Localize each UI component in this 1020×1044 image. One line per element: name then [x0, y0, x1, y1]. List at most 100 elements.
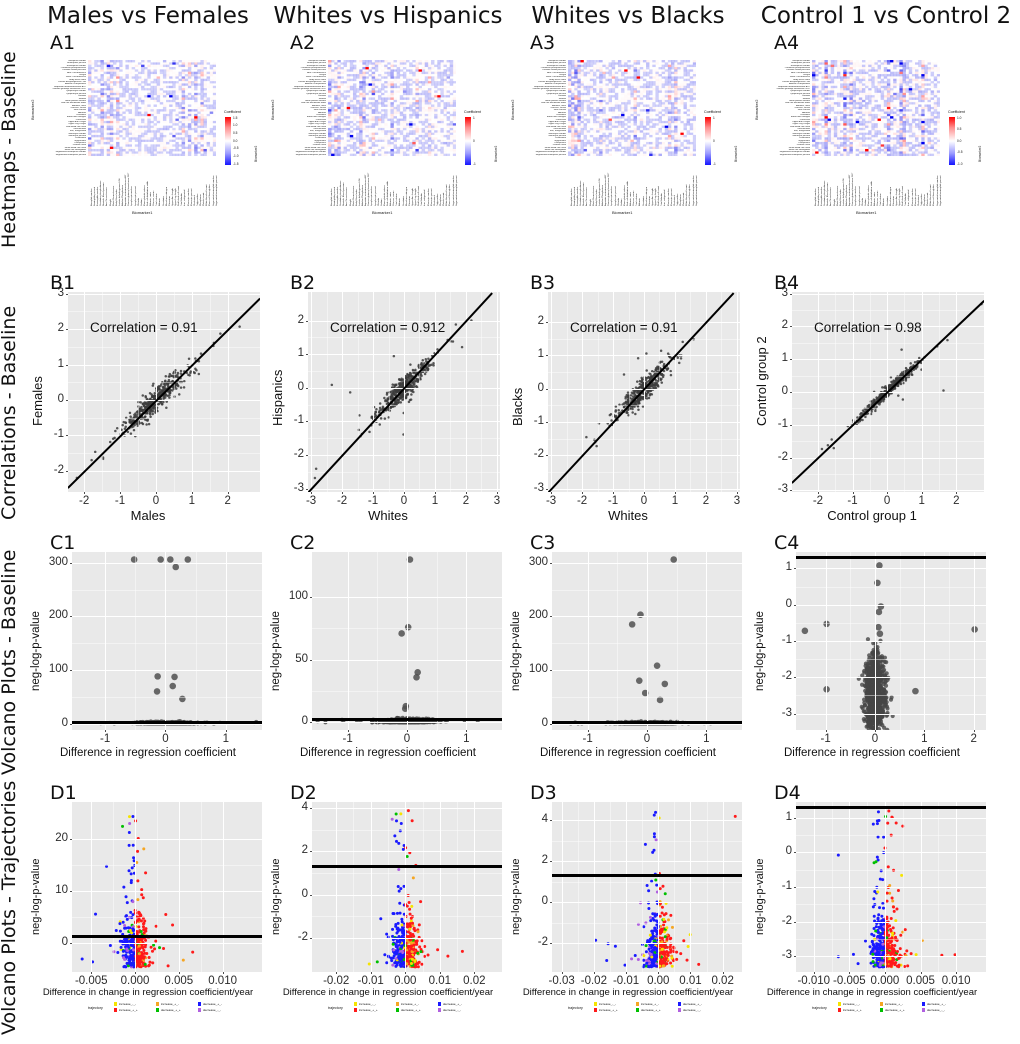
gridline-x [311, 292, 313, 492]
heatmap-xlabel: Glucose, serum [393, 191, 396, 207]
heatmap-xlabel: Blood urea nitrogen [165, 187, 168, 207]
heatmap-xlabel: Sodium [864, 198, 867, 207]
yaxis-title-b2: Hispanics [270, 369, 285, 426]
heatmap-xlabel: Albumin, urine [390, 192, 393, 207]
ytick-label: -2 [53, 463, 64, 476]
panel-tag-b2: B2 [290, 272, 316, 294]
gridline-x [582, 292, 584, 492]
heatmap-xlabel: Monocyte percent [670, 188, 673, 207]
heatmap-ylabel: Neutrophils percent [791, 62, 810, 65]
xtick-mark [658, 972, 660, 974]
trajectory-legend-swatch [636, 1008, 640, 1012]
trajectory-legend-swatch [594, 1008, 598, 1012]
heatmap-ylabel: Lymphocyte number [66, 90, 86, 93]
gridline-y [796, 817, 986, 819]
heatmap-ylabel: Creatinine phosphokinase [300, 67, 326, 70]
ytick-mark [790, 293, 792, 295]
panel-tag-c2: C2 [290, 532, 316, 554]
ytick-mark [794, 713, 796, 715]
heatmap-ylabel: Cholesterol [314, 137, 326, 140]
heatmap-ylabel: Mean cell hemoglobin [788, 149, 810, 152]
heatmap-ylabel: Diastolic Blood pressure [302, 69, 326, 72]
row-label-text-D: Volcano Plots - Trajectories [0, 780, 20, 1035]
ytick-mark [794, 956, 796, 958]
heatmap-xlabel: Phosphorus [200, 194, 203, 207]
ytick-mark [306, 488, 308, 490]
correlation-annotation-b2: Correlation = 0.912 [330, 320, 446, 335]
heatmap-ylabel: Creatinine phosphokinase [540, 67, 566, 70]
xtick-mark [84, 492, 86, 494]
heatmap-xlabel: Mean cell hemoglobin [933, 185, 936, 207]
ytick-label: -1 [293, 414, 304, 427]
heatmap-ylabel: Basophils number [548, 60, 566, 62]
heatmap-xlabel: Upper Leg Length [175, 188, 178, 207]
heatmap-xlabel: Aspartate aminotransferase AST [125, 174, 128, 207]
gridline-y [312, 851, 502, 853]
gridline-x [722, 802, 724, 972]
ytick-label: 100 [288, 590, 308, 603]
gridline-y-minor [312, 873, 502, 874]
ytick-mark [70, 943, 72, 945]
plot-area-b2 [308, 292, 500, 492]
gridline-y [796, 604, 986, 606]
trajectory-legend-swatch [678, 1008, 682, 1012]
trajectory-legend-label: decrease_+_+ [160, 1008, 181, 1012]
xtick-mark [404, 492, 405, 494]
gridline-x-minor [481, 292, 483, 492]
heatmap-legend-title-a2: Coefficient [464, 110, 481, 114]
heatmap-xlabel: Chloride [137, 198, 140, 207]
heatmap-legend-tick: -1.0 [233, 153, 239, 158]
heatmap-legend-title-a1: Coefficient [224, 110, 241, 114]
column-title-4: Control 1 vs Control 2 [760, 3, 1012, 29]
heatmap-ylabel: Triglycerides [553, 139, 566, 142]
heatmap-ylabel: Alkaline Phosphatase [64, 83, 86, 86]
yaxis-title-c3: neg-log-p-value [510, 611, 522, 691]
gridline-y-minor [792, 375, 984, 377]
heatmap-xlabel: Upper Arm Length [411, 188, 414, 207]
xtick-label: 0 [640, 495, 648, 507]
panel-tag-d3: D3 [530, 782, 557, 804]
heatmap-xaxis-title-a1: Biomarker1 [132, 210, 153, 216]
column-title-2: Whites vs Hispanics [273, 3, 503, 29]
heatmap-xlabel: Cholesterol [433, 195, 436, 207]
heatmap-ylabel: Potassium [799, 118, 810, 121]
heatmap-xlabel: Lactate dehydrogenase LDH [118, 178, 121, 207]
gridline-y [792, 293, 984, 295]
heatmap-ylabel: Cholesterol [554, 137, 566, 140]
ytick-mark [70, 838, 72, 840]
heatmap-xlabel: Mean cell hemoglobin [449, 185, 452, 207]
heatmap-ylabel: Lactate dehydrogenase LDH [538, 81, 566, 84]
ytick-mark [794, 604, 796, 606]
trajectory-legend-label: decrease_+_- [682, 1002, 702, 1006]
trajectory-legend-label: increase_-_- [842, 1002, 861, 1006]
heatmap-ylabel: Albumin, urine [552, 104, 566, 107]
heatmap-xlabel: Eosinophils number [821, 187, 824, 207]
gridline-y-minor [312, 829, 502, 831]
heatmap-xlabel: Segmented neutrophils number [692, 175, 695, 207]
ytick-label: 2 [297, 313, 304, 326]
heatmap-xlabel: Lymphocyte percent [614, 186, 617, 207]
heatmap-ylabel: Diastolic Blood pressure [542, 69, 566, 72]
gridline-x [551, 292, 553, 492]
xtick-mark [311, 492, 313, 494]
trajectory-legend-swatch [880, 1008, 884, 1012]
gridline-x-minor [609, 802, 611, 972]
heatmap-xlabel: Creatinine phosphokinase [580, 181, 583, 207]
gridline-x [561, 802, 563, 972]
xtick-mark [434, 492, 436, 494]
gridline-y [68, 293, 260, 295]
trajectory-legend-label: increase_-_- [118, 1002, 137, 1006]
trajectory-legend-swatch [838, 1008, 842, 1012]
trajectory-legend-swatch [156, 1008, 160, 1012]
xaxis-title-c3: Difference in regression coefficient [539, 747, 716, 759]
ytick-mark [546, 322, 548, 323]
xtick-label: 0.010 [941, 975, 971, 987]
yaxis-title-c4: neg-log-p-value [754, 611, 766, 691]
ytick-label: 2 [537, 315, 544, 327]
trajectory-legend-swatch [922, 1002, 926, 1006]
gridline-x-minor [867, 802, 869, 972]
heatmap-ylabel: Body Mass Index [793, 78, 810, 81]
ytick-label: -3 [781, 949, 792, 962]
heatmap-ylabel: Eosinophils number [306, 64, 326, 67]
xtick-mark [817, 492, 819, 494]
